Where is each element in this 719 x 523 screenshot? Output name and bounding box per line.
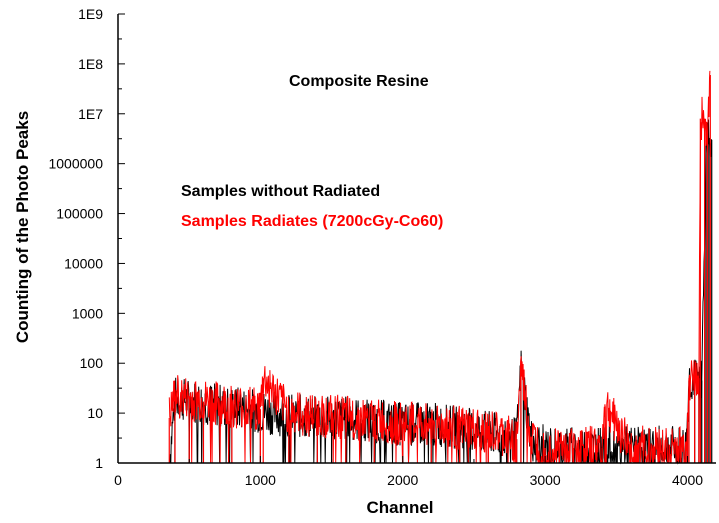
y-axis-title: Counting of the Photo Peaks bbox=[13, 111, 32, 343]
y-tick-label: 1000000 bbox=[48, 156, 103, 172]
y-tick-label: 100000 bbox=[56, 206, 103, 222]
x-tick-label: 1000 bbox=[245, 472, 276, 488]
y-tick-label: 1E7 bbox=[78, 106, 103, 122]
legend-black-series: Samples without Radiated bbox=[181, 183, 380, 200]
annotation-title: Composite Resine bbox=[289, 73, 429, 90]
x-tick-label: 2000 bbox=[387, 472, 418, 488]
y-tick-label: 1E8 bbox=[78, 56, 103, 72]
x-tick-label: 4000 bbox=[672, 472, 703, 488]
y-tick-label: 100 bbox=[80, 355, 104, 371]
series-layer bbox=[168, 70, 713, 465]
x-tick-label: 3000 bbox=[530, 472, 561, 488]
ticks: 0 1000 2000 3000 4000 1 10 100 1000 10000 100000 10… bbox=[48, 6, 703, 488]
y-tick-label: 1E9 bbox=[78, 6, 103, 22]
y-tick-label: 1000 bbox=[72, 305, 103, 321]
y-tick-label: 1 bbox=[95, 455, 103, 471]
x-tick-label: 0 bbox=[114, 472, 122, 488]
series-red bbox=[168, 70, 711, 464]
x-axis-title: Channel bbox=[366, 498, 433, 517]
y-tick-label: 10000 bbox=[64, 255, 103, 271]
y-tick-label: 10 bbox=[87, 405, 103, 421]
legend-red-series: Samples Radiates (7200cGy-Co60) bbox=[181, 213, 443, 230]
series-line bbox=[168, 70, 711, 464]
